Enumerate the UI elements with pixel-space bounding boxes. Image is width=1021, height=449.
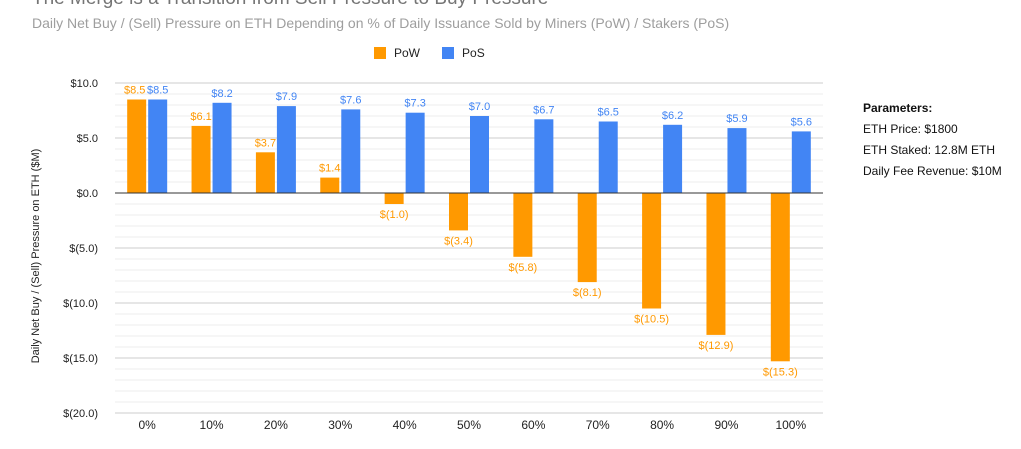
data-label-pow: $(15.3) (763, 366, 798, 378)
legend: PoW PoS (374, 46, 507, 60)
x-tick-label: 0% (139, 418, 157, 432)
bar-pos (276, 106, 296, 193)
bar-pow (577, 193, 597, 283)
data-label-pos: $8.5 (147, 85, 168, 97)
x-tick-label: 70% (586, 418, 610, 432)
data-label-pos: $8.2 (211, 88, 232, 100)
data-label-pow: $(10.5) (634, 314, 669, 326)
y-tick-label: $(20.0) (63, 408, 98, 420)
data-label-pos: $7.6 (340, 94, 361, 106)
bar-pos (663, 124, 683, 193)
y-tick-label: $(15.0) (63, 353, 98, 365)
legend-label-pos: PoS (462, 46, 485, 60)
chart-subtitle: Daily Net Buy / (Sell) Pressure on ETH D… (32, 15, 730, 31)
y-tick-label: $10.0 (70, 78, 98, 90)
chart-title: The Merge is a Transition from Sell Pres… (32, 0, 548, 10)
data-label-pos: $7.3 (404, 98, 425, 110)
data-label-pow: $1.4 (319, 163, 340, 175)
legend-item-pos: PoS (442, 46, 485, 60)
bar-pos (727, 128, 747, 193)
legend-swatch-pos (442, 47, 455, 59)
bar-pos (470, 116, 489, 193)
parameter-eth-staked: ETH Staked: 12.8M ETH (863, 143, 996, 157)
x-tick-label: 60% (521, 418, 545, 432)
x-tick-label: 80% (650, 418, 674, 432)
data-label-pow: $(12.9) (699, 340, 734, 352)
legend-item-pow: PoW (374, 46, 420, 60)
bar-pos (405, 112, 425, 193)
legend-label-pow: PoW (394, 46, 421, 60)
data-label-pow: $(1.0) (380, 209, 409, 221)
x-tick-label: 100% (775, 418, 806, 432)
data-label-pow: $8.5 (124, 85, 145, 97)
bar-pow (706, 193, 726, 335)
data-label-pow: $(8.1) (573, 287, 602, 299)
data-label-pow: $(3.4) (444, 235, 473, 247)
bar-pos (341, 109, 361, 193)
data-label-pow: $(5.8) (508, 262, 537, 274)
parameters-panel: Parameters: ETH Price: $1800 ETH Staked:… (863, 98, 1002, 182)
bar-pos (791, 131, 811, 193)
data-label-pos: $6.7 (533, 104, 554, 116)
bar-pow (449, 193, 468, 231)
bar-pow (513, 193, 533, 257)
bar-pos (212, 102, 232, 193)
bar-pow (642, 193, 662, 309)
parameter-eth-price: ETH Price: $1800 (863, 122, 958, 136)
bar-pow (191, 125, 211, 193)
data-label-pos: $6.2 (662, 110, 683, 122)
data-label-pos: $5.9 (726, 113, 747, 125)
x-tick-label: 10% (200, 418, 224, 432)
bar-pow (384, 193, 404, 204)
bar-pos (598, 121, 618, 193)
x-tick-label: 20% (264, 418, 288, 432)
data-label-pow: $3.7 (255, 137, 276, 149)
bar-pow (255, 152, 275, 193)
data-label-pos: $6.5 (598, 107, 619, 119)
x-tick-label: 40% (393, 418, 417, 432)
x-tick-label: 90% (714, 418, 738, 432)
y-tick-label: $0.0 (77, 188, 98, 200)
x-tick-label: 50% (457, 418, 481, 432)
data-label-pow: $6.1 (190, 111, 211, 123)
y-axis-label: Daily Net Buy / (Sell) Pressure on ETH (… (30, 149, 42, 364)
bar-pos (534, 119, 554, 193)
parameters-heading: Parameters: (863, 101, 933, 115)
bar-pos (148, 99, 168, 193)
bar-pow (320, 177, 340, 193)
y-tick-label: $5.0 (77, 133, 98, 145)
parameter-daily-fee-revenue: Daily Fee Revenue: $10M (863, 164, 1002, 178)
y-tick-label: $(5.0) (69, 243, 98, 255)
data-label-pos: $5.6 (791, 116, 812, 128)
x-tick-label: 30% (328, 418, 352, 432)
legend-swatch-pow (374, 47, 386, 59)
bar-pow (770, 193, 790, 362)
data-label-pos: $7.9 (276, 91, 297, 103)
bar-pow (127, 99, 147, 193)
y-tick-label: $(10.0) (63, 298, 98, 310)
data-label-pos: $7.0 (469, 101, 490, 113)
